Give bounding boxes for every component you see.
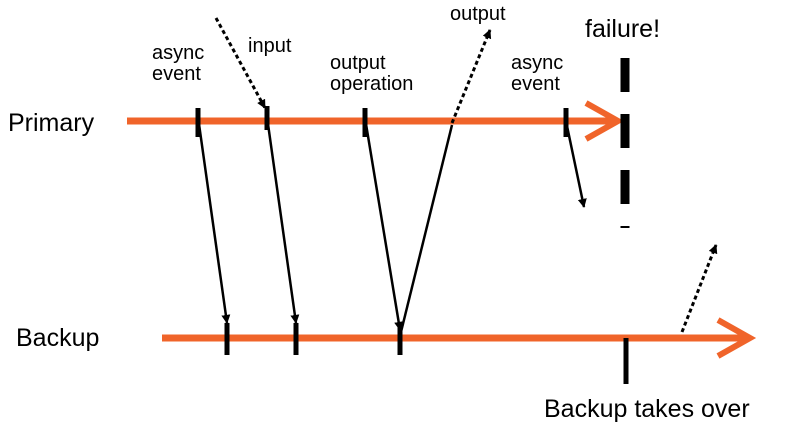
log-arrow-input [266, 123, 300, 324]
input-dotted-arrow [214, 17, 267, 109]
backup-timeline-arrowhead [716, 317, 757, 359]
input-label: input [248, 35, 292, 57]
backup-output-dotted-arrow [680, 244, 718, 333]
async-event-label-1-line1: async [152, 42, 205, 64]
async-event-label-2: async event [511, 53, 563, 95]
backup-label: Backup [16, 324, 100, 352]
primary-label: Primary [8, 109, 95, 137]
output-operation-label-line1: output [330, 52, 386, 74]
output-operation-label: output operation [330, 53, 413, 95]
output-operation-label-line2: operation [330, 73, 414, 95]
log-arrow-output-operation [364, 123, 404, 331]
backup-takes-over-label: Backup takes over [544, 395, 750, 423]
async-event-label-2-line1: async [511, 52, 564, 74]
primary-timeline-arrowhead [584, 100, 625, 142]
async-event-label-1: async event [152, 43, 204, 85]
ack-arrow [398, 124, 454, 337]
async-event-label-2-line2: event [511, 73, 560, 95]
lost-async-event-arrow [565, 125, 587, 208]
output-label: output [450, 3, 506, 25]
async-event-label-1-line2: event [152, 63, 201, 85]
failure-label: failure! [585, 15, 661, 43]
log-arrow-async-event [197, 123, 231, 324]
output-dotted-arrow [450, 29, 492, 124]
